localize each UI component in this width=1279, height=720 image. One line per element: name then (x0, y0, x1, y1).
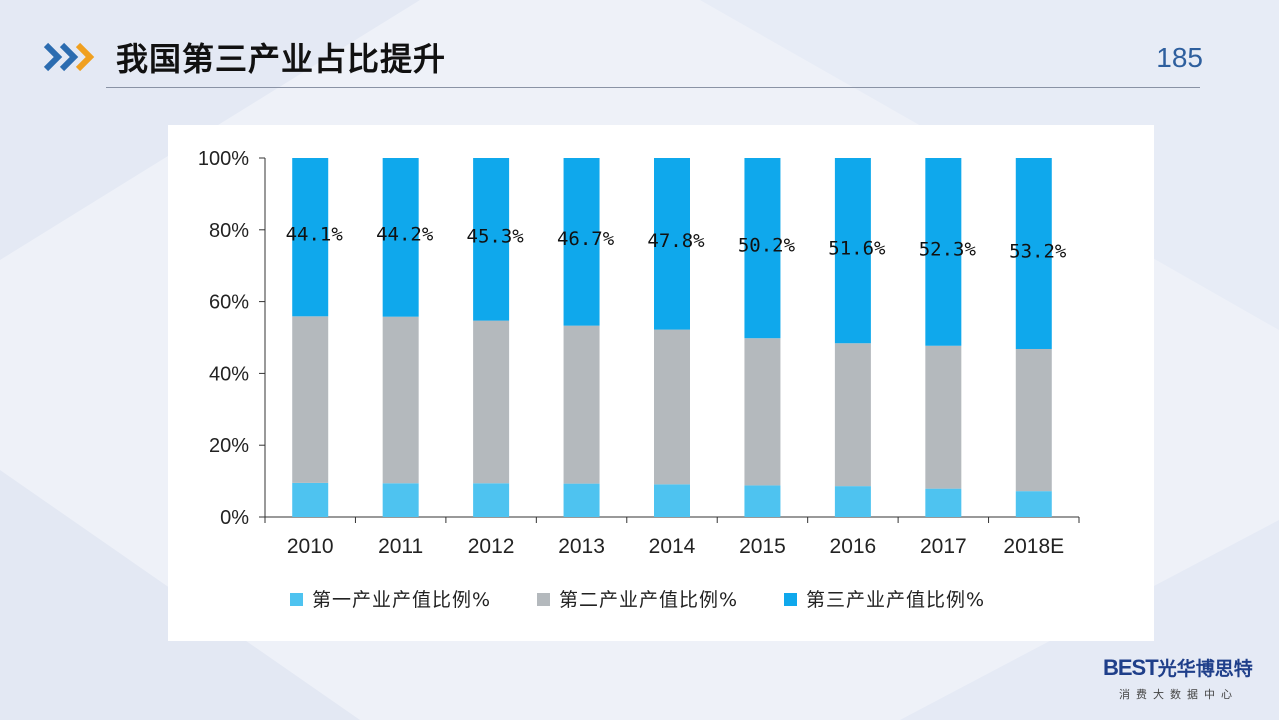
bar-segment-1 (473, 483, 510, 517)
bar-segment-3 (834, 158, 871, 344)
bar-segment-1 (1015, 491, 1052, 517)
title-divider (106, 87, 1200, 88)
y-tick-label: 100% (198, 148, 249, 170)
bar-segment-3 (744, 158, 781, 339)
bar-segment-2 (654, 329, 690, 485)
legend-label: 第三产业产值比例% (806, 589, 985, 611)
bar-segment-2 (925, 345, 962, 489)
data-label: 45.3% (467, 226, 525, 248)
y-tick-label: 60% (209, 292, 249, 314)
data-label: 51.6% (828, 237, 886, 259)
bar-segment-3 (563, 158, 600, 326)
data-label: 44.2% (376, 224, 434, 246)
data-label: 44.1% (286, 223, 344, 245)
bar-segment-2 (292, 316, 329, 483)
bar-segment-2 (473, 320, 510, 484)
bar-segment-2 (744, 338, 781, 486)
bar-segment-3 (654, 158, 690, 330)
bar-segment-3 (925, 158, 962, 346)
y-tick-label: 20% (209, 435, 249, 457)
bar-segment-1 (925, 488, 962, 517)
legend-label: 第二产业产值比例% (559, 589, 738, 611)
bar-segment-3 (473, 158, 510, 321)
bar-segment-1 (382, 483, 419, 517)
x-tick-label: 2016 (830, 535, 877, 558)
logo-brand-cn: 光华博思特 (1157, 658, 1253, 680)
data-label: 50.2% (738, 235, 796, 257)
page-number: 185 (1156, 42, 1203, 73)
legend-label: 第一产业产值比例% (312, 589, 491, 611)
x-tick-label: 2015 (739, 535, 786, 558)
bar-segment-1 (292, 482, 329, 517)
x-tick-label: 2017 (920, 535, 967, 558)
bar-segment-2 (382, 316, 419, 484)
logo-brand: BEST光华博思特 (1103, 654, 1253, 681)
bar-segment-3 (382, 158, 419, 317)
bar-segment-2 (834, 343, 871, 487)
y-tick-label: 40% (209, 363, 249, 385)
bar-segment-2 (1015, 348, 1052, 492)
data-label: 53.2% (1009, 240, 1067, 262)
logo-subtitle: 消费大数据中心 (1119, 688, 1238, 701)
bar-segment-3 (1015, 158, 1052, 349)
data-label: 47.8% (647, 230, 705, 252)
data-label: 52.3% (919, 239, 977, 261)
bar-segment-3 (292, 158, 329, 317)
y-tick-label: 80% (209, 220, 249, 242)
stacked-bar-chart: 0% 20% 40% 60% 80% 100% 2010 44.1% 2011 44.2% 2012… (198, 148, 1080, 611)
legend-swatch (784, 593, 797, 606)
chevrons-icon (43, 42, 95, 72)
y-tick-label: 0% (220, 507, 249, 529)
legend-swatch (290, 593, 303, 606)
data-label: 46.7% (557, 228, 615, 250)
x-tick-label: 2013 (558, 535, 605, 558)
x-tick-label: 2018E (1003, 535, 1064, 558)
bar-segment-1 (834, 486, 871, 517)
brand-logo: BEST光华博思特 消费大数据中心 (1103, 654, 1263, 714)
legend-swatch (537, 593, 550, 606)
x-tick-label: 2012 (468, 535, 515, 558)
page-title: 我国第三产业占比提升 (116, 40, 447, 78)
bar-segment-1 (563, 483, 600, 517)
chart-panel: 0% 20% 40% 60% 80% 100% 2010 44.1% 2011 44.2% 2012… (168, 125, 1154, 641)
x-tick-label: 2010 (287, 535, 334, 558)
bar-segment-1 (654, 484, 690, 517)
x-tick-label: 2014 (649, 535, 696, 558)
bar-segment-2 (563, 325, 600, 484)
x-tick-label: 2011 (378, 535, 423, 558)
bar-segment-1 (744, 485, 781, 517)
logo-brand-latin: BEST (1103, 655, 1159, 680)
